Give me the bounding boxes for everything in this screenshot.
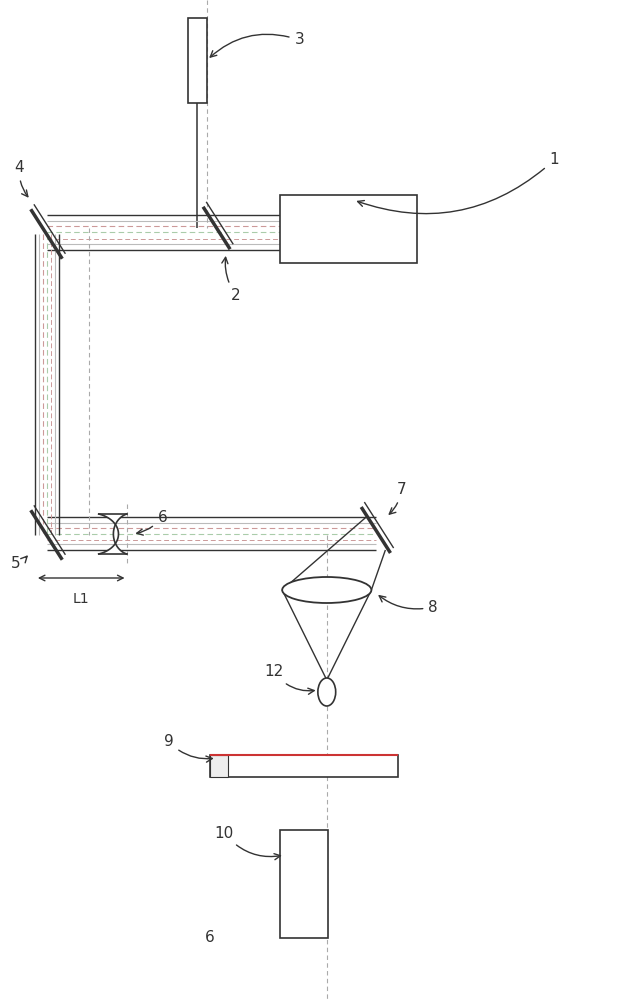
Text: 6: 6 <box>137 510 168 535</box>
Bar <box>280 830 328 938</box>
Bar <box>188 18 207 103</box>
Text: 1: 1 <box>357 152 559 214</box>
Text: 9: 9 <box>164 734 212 762</box>
Bar <box>210 755 398 777</box>
Bar <box>280 195 417 263</box>
Bar <box>210 755 228 777</box>
Text: 7: 7 <box>389 483 406 514</box>
Text: 12: 12 <box>264 664 314 694</box>
Text: 2: 2 <box>222 257 241 302</box>
Circle shape <box>318 678 336 706</box>
Ellipse shape <box>282 577 371 603</box>
Text: 4: 4 <box>14 160 28 197</box>
Text: L1: L1 <box>73 592 90 606</box>
Text: 5: 5 <box>11 556 27 570</box>
Text: 3: 3 <box>210 32 304 57</box>
Text: 6: 6 <box>205 930 215 946</box>
Text: 10: 10 <box>215 826 280 860</box>
Text: 8: 8 <box>379 596 438 614</box>
PathPatch shape <box>99 514 127 554</box>
